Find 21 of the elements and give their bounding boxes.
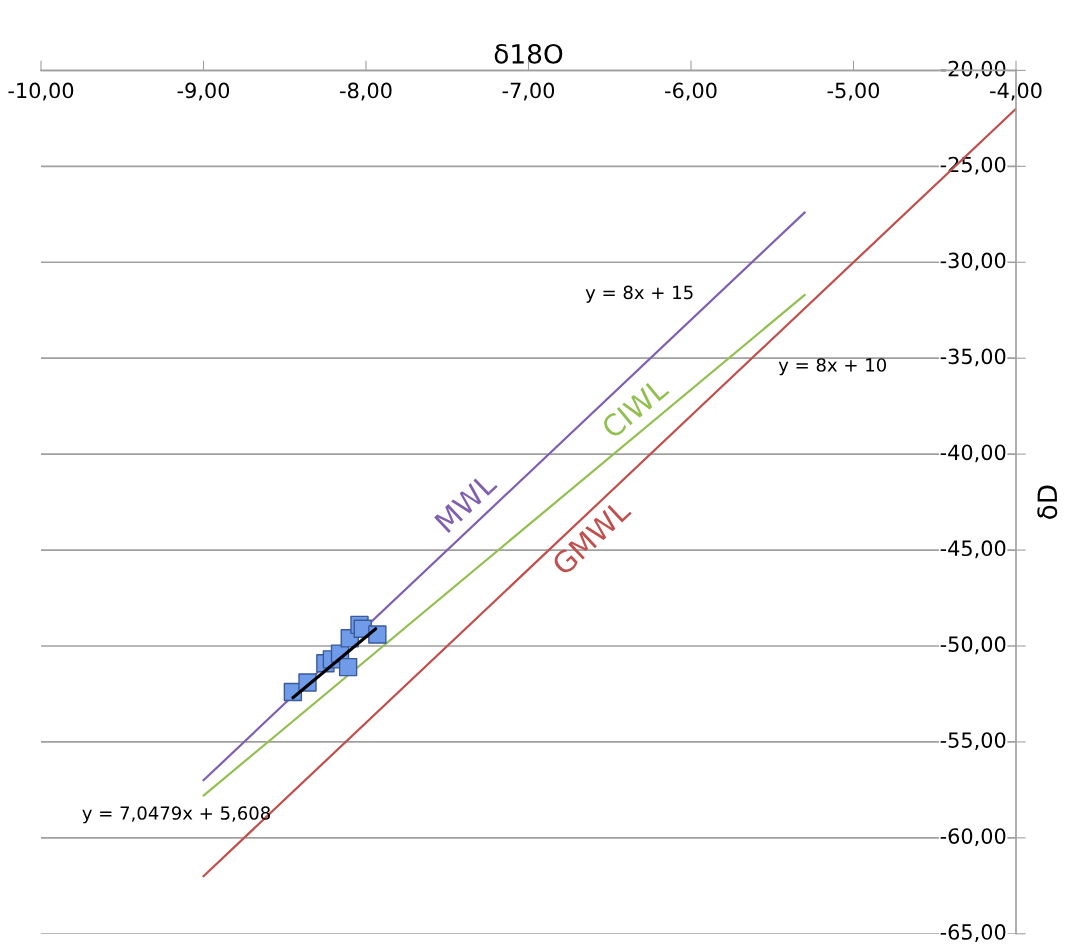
x-tick-label: -6,00: [665, 82, 717, 101]
y-tick-label: -45,00: [940, 540, 1006, 559]
y-tick-label: -35,00: [940, 348, 1006, 367]
y-tick-label: -60,00: [940, 828, 1006, 847]
annotation: y = 8x + 15: [585, 285, 693, 303]
x-tick-label: -4,00: [990, 82, 1042, 101]
x-tick-label: -9,00: [177, 82, 230, 101]
y-tick-label: -30,00: [940, 252, 1006, 271]
y-axis-title: δD: [1037, 485, 1058, 519]
x-tick-label: -5,00: [827, 82, 880, 101]
x-axis-title: δ18O: [494, 43, 563, 64]
annotation: y = 8x + 10: [778, 358, 887, 376]
y-tick-label: -65,00: [940, 924, 1006, 942]
y-tick-label: -40,00: [940, 444, 1006, 463]
y-tick-label: -55,00: [940, 732, 1006, 751]
x-tick-label: -10,00: [8, 82, 74, 101]
y-tick-label: -50,00: [940, 636, 1006, 655]
x-tick-label: -8,00: [340, 82, 392, 101]
point: [338, 657, 358, 677]
annotation: y = 7,0479x + 5,608: [82, 806, 271, 824]
x-tick-label: -7,00: [502, 82, 555, 101]
